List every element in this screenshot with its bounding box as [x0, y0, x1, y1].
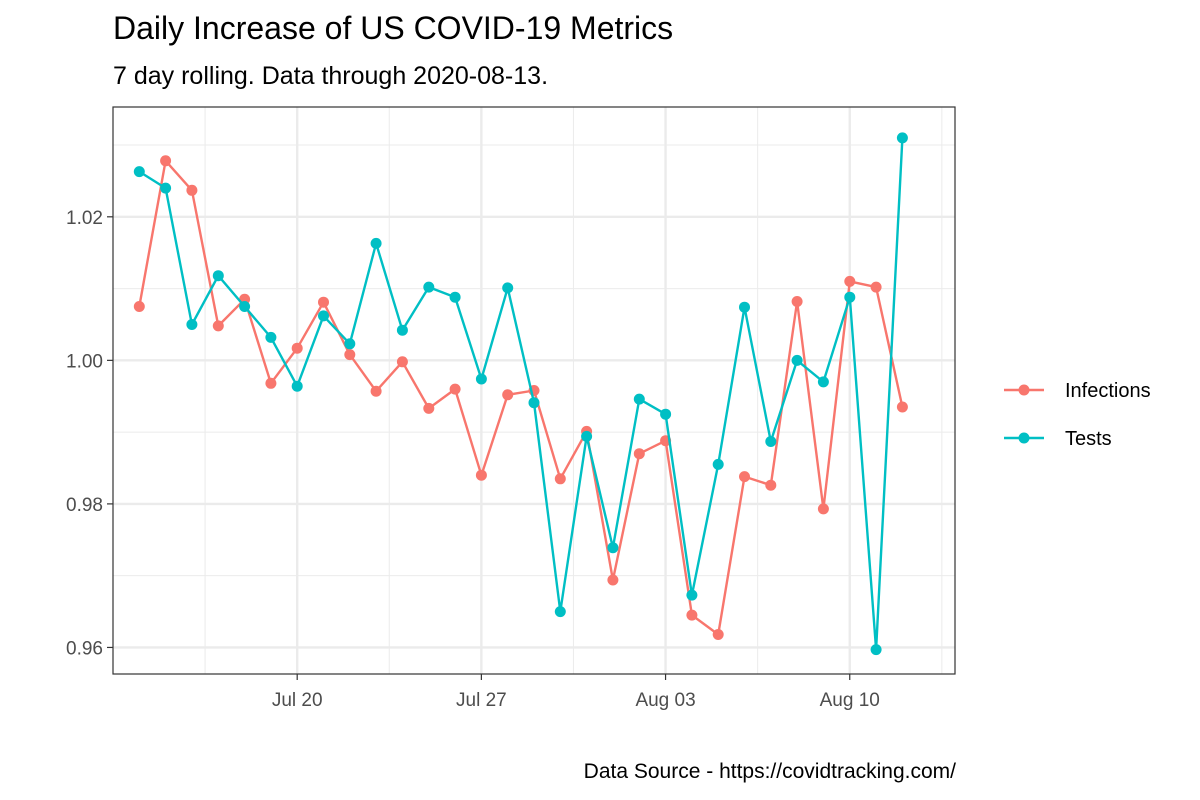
tests-point — [660, 408, 672, 420]
infections-point — [449, 383, 461, 395]
tests-point — [449, 291, 461, 303]
plot-border — [112, 106, 956, 675]
infections-point — [133, 301, 145, 312]
tests-point — [633, 393, 645, 405]
infections-point — [502, 389, 514, 401]
chart-title: Daily Increase of US COVID-19 Metrics — [113, 10, 674, 46]
infections-point — [739, 471, 750, 483]
x-tick-label: Jul 20 — [272, 690, 323, 711]
tests-point — [239, 301, 251, 312]
tests-point — [528, 397, 540, 409]
infections-point — [791, 296, 803, 307]
tests-point — [186, 319, 198, 330]
tests-point — [370, 237, 382, 249]
grid-major — [113, 107, 955, 674]
tests-point — [844, 291, 856, 303]
tests-point — [817, 376, 829, 388]
tests-point — [344, 338, 356, 350]
tests-point — [475, 373, 487, 385]
infections-point — [475, 469, 487, 481]
tests-point — [607, 542, 619, 554]
chart-caption: Data Source - https://covidtracking.com/ — [583, 760, 956, 783]
infections-point — [265, 377, 277, 389]
legend: Infections Tests — [1004, 380, 1151, 450]
tests-point — [581, 430, 593, 442]
x-tick-label: Jul 27 — [456, 690, 507, 711]
infections-point — [318, 296, 329, 308]
tests-point — [318, 310, 329, 322]
infections-point — [607, 574, 619, 586]
tests-point — [896, 132, 908, 144]
tests-point — [765, 436, 777, 447]
infections-point — [186, 184, 198, 196]
tests-point — [712, 458, 724, 470]
grid-minor — [113, 107, 955, 674]
tests-point — [686, 589, 698, 601]
infections-point — [160, 155, 172, 167]
infections-point — [712, 629, 724, 640]
infections-point — [896, 401, 908, 413]
infections-point — [344, 349, 356, 361]
chart-subtitle: 7 day rolling. Data through 2020-08-13. — [113, 62, 549, 90]
y-tick-label: 0.96 — [66, 638, 103, 659]
legend-tests-label: Tests — [1065, 428, 1112, 450]
tests-point — [265, 331, 277, 343]
x-tick-label: Aug 03 — [635, 690, 695, 711]
tests-point — [291, 380, 303, 392]
infections-point — [633, 448, 645, 460]
legend-tests-point — [1018, 432, 1030, 444]
y-tick-label: 0.98 — [66, 495, 103, 516]
legend-infections-point — [1018, 384, 1030, 396]
infections-point — [686, 609, 698, 621]
infections-point — [423, 402, 435, 414]
legend-infections-label: Infections — [1065, 380, 1151, 402]
tests-point — [870, 644, 882, 656]
infections-point — [370, 385, 382, 397]
infections-point — [554, 473, 566, 485]
x-tick-label: Aug 10 — [820, 690, 880, 711]
tests-point — [554, 606, 566, 618]
axis-layer: Jul 20 Jul 27 Aug 03 Aug 10 0.96 0.98 1.00 1.02 — [66, 208, 880, 711]
tests-point — [423, 281, 435, 293]
tests-point — [133, 166, 145, 178]
tests-line — [138, 137, 904, 651]
tests-point — [396, 324, 408, 336]
y-tick-label: 1.00 — [66, 351, 103, 372]
tests-point — [160, 182, 172, 194]
infections-point — [765, 479, 777, 491]
infections-point — [817, 503, 829, 515]
infections-point — [396, 356, 408, 368]
tests-point — [791, 354, 803, 366]
infections-point — [212, 320, 224, 332]
y-tick-label: 1.02 — [66, 208, 103, 229]
infections-point — [291, 342, 303, 354]
infections-point — [844, 275, 856, 287]
tests-point — [212, 270, 224, 282]
infections-point — [870, 281, 882, 293]
infections-line — [138, 159, 904, 636]
series-layer — [133, 132, 908, 656]
tests-point — [739, 301, 750, 313]
tests-point — [502, 282, 514, 294]
